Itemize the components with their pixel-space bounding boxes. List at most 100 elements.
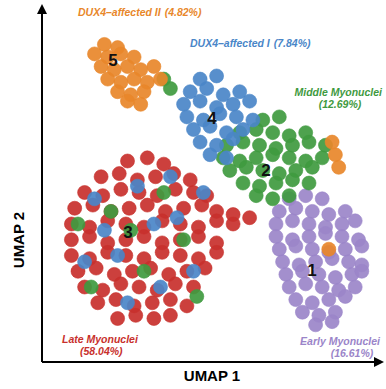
point [149,170,163,184]
point [127,72,141,86]
point [155,245,169,259]
point [272,110,286,124]
point [355,239,369,253]
points [64,37,368,331]
point [195,198,209,212]
point [282,280,296,294]
point [338,289,352,303]
cluster-label: Early Myonuclei [300,335,381,347]
point [64,249,78,263]
point [210,245,224,259]
cluster-label: DUX4–affected II [78,6,162,18]
point [282,189,296,203]
point [210,69,224,83]
point [129,308,143,322]
point [177,233,191,247]
point [137,264,151,278]
point [266,148,280,162]
point [173,249,187,263]
point [147,312,161,326]
point [83,230,97,244]
point [322,208,336,222]
point [289,293,303,307]
point [104,204,118,218]
point [269,176,283,190]
point [68,201,82,215]
point [88,47,102,61]
point [97,223,111,237]
point [269,230,283,244]
y-axis [41,12,43,362]
cluster-number: 1 [307,261,316,280]
point [328,148,342,162]
point [147,60,161,74]
cluster-points [71,72,333,303]
point [91,296,105,310]
point [223,163,237,177]
cluster-share: (4.82%) [165,6,202,18]
point [315,192,329,206]
point [94,60,108,74]
point [122,201,136,215]
point [121,154,135,168]
point [305,204,319,218]
point [226,132,240,146]
point [154,280,168,294]
point [187,123,201,137]
cluster-share: (16.61%) [331,347,374,359]
point [94,170,108,184]
point [302,217,316,231]
point [243,211,257,225]
point [140,198,154,212]
cluster-points [78,69,260,310]
point [322,293,336,307]
point [114,277,128,291]
point [145,296,159,310]
point [163,308,177,322]
axes [37,4,384,367]
cluster-label: Middle Myonuclei [294,86,383,98]
cluster-points [88,37,346,256]
point [121,296,135,310]
point [193,135,207,149]
point [193,94,207,108]
point [226,97,240,111]
point [210,214,224,228]
point [286,214,300,228]
point [134,97,148,111]
point [137,85,151,99]
point [111,312,125,326]
point [295,305,309,319]
cluster-share: (12.69%) [319,98,362,110]
x-axis-arrow [374,357,384,367]
point [200,82,214,96]
point [332,160,346,174]
point [147,217,161,231]
point [289,239,303,253]
point [309,318,323,332]
point [335,230,349,244]
point [101,72,115,86]
point [104,204,118,218]
point [114,182,128,196]
point [168,277,182,291]
point [190,289,204,303]
point [220,151,234,165]
point [338,242,352,256]
point [253,138,267,152]
point [64,233,78,247]
point [302,135,316,149]
point [88,192,102,206]
x-axis-label: UMAP 1 [184,367,240,384]
point [84,280,98,294]
point [121,60,135,74]
point [272,204,286,218]
cluster-label: Late Myonuclei [62,333,139,345]
point [305,242,319,256]
point [239,160,253,174]
cluster-number: 4 [207,109,217,128]
cluster-label-line: DUX4–affected I(7.84%) [190,37,311,49]
cluster-label: DUX4–affected I [190,37,271,49]
cluster-points [64,151,256,326]
point [121,94,135,108]
